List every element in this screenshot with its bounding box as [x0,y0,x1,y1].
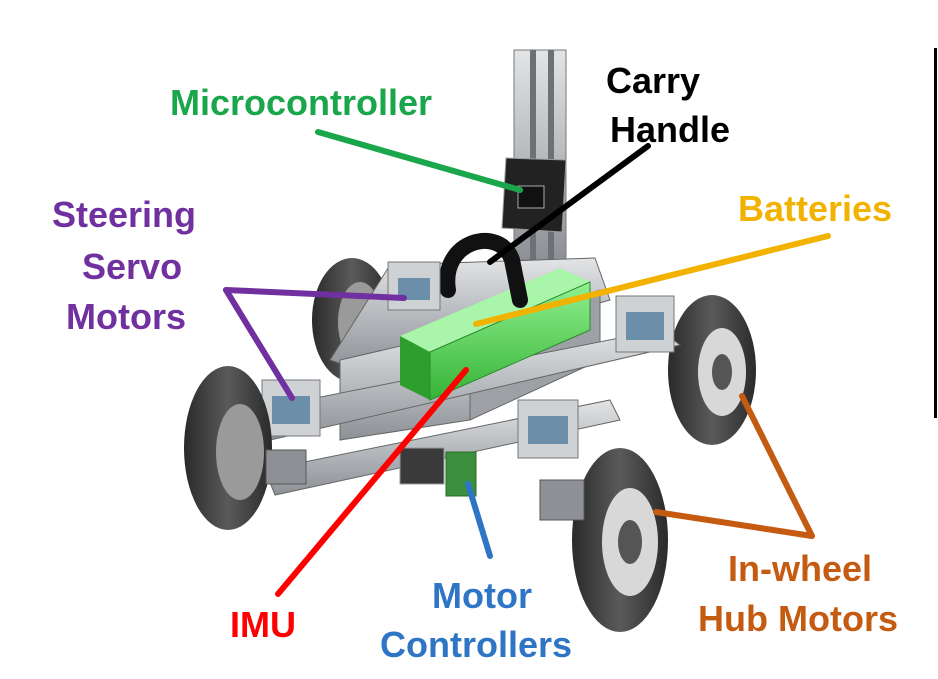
wheel-rear-right [668,295,756,445]
batteries-label: Batteries [738,188,893,229]
servo-motors [261,261,675,459]
imu-label: IMU [230,604,296,645]
hub-motors-label-line1: In-wheel [728,548,873,589]
hub-mount-right [539,479,585,521]
hub-motors-label-line2: Hub Motors [698,598,898,639]
carry-handle-label-line1: Carry [606,60,701,101]
steering-label-line3: Motors [66,296,186,337]
microcontroller-board [501,157,567,233]
hub-mount-left [265,449,307,485]
motor-controllers-label-line2: Controllers [380,624,573,665]
motor-controllers [399,447,477,497]
steering-label-line1: Steering [52,194,197,235]
right-border-line [934,48,937,418]
microcontroller-label: Microcontroller [170,82,433,123]
battery-pack [400,268,591,401]
wheel-front-left [184,366,272,530]
motor-controllers-label-line1: Motor [432,575,532,616]
steering-label-line2: Servo [82,246,183,287]
leader-lines [223,129,831,597]
carry-handle-label-line2: Handle [610,109,731,150]
wheel-front-right [572,448,668,632]
carry-handle [439,232,528,308]
